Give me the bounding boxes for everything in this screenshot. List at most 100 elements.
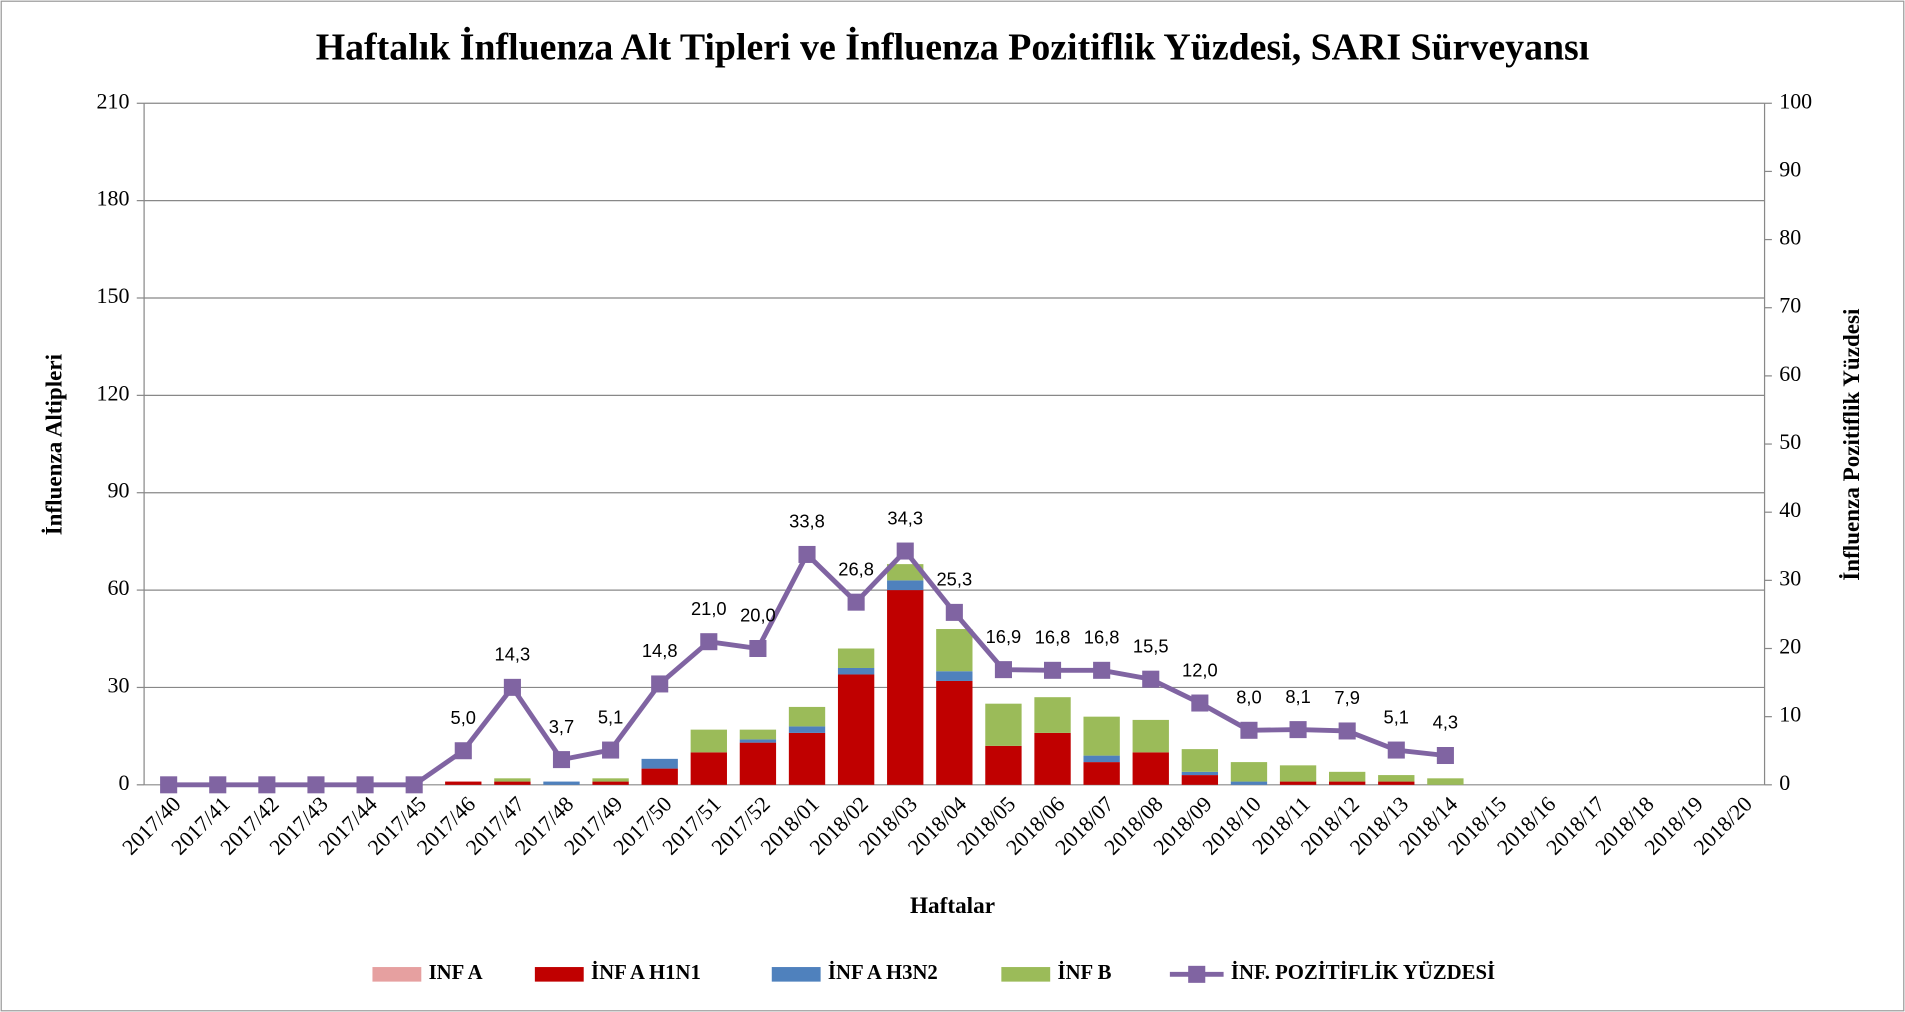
bar — [837, 667, 875, 675]
data-label: 12,0 — [1182, 659, 1218, 680]
bar — [1230, 781, 1268, 785]
marker — [405, 776, 423, 794]
y-tick-label: 0 — [118, 770, 129, 795]
data-label: 33,8 — [789, 511, 825, 532]
data-label: 7,9 — [1334, 687, 1359, 708]
data-label: 16,8 — [1084, 627, 1120, 648]
marker — [994, 661, 1012, 679]
chart-title: Haftalık İnfluenza Alt Tipleri ve İnflue… — [316, 27, 1590, 69]
data-label: 25,3 — [937, 569, 973, 590]
y2-tick-label: 30 — [1779, 565, 1801, 590]
legend-label: INF A — [429, 962, 483, 984]
bar — [1181, 749, 1219, 772]
bar — [1083, 762, 1120, 785]
marker — [847, 593, 865, 611]
marker — [1289, 721, 1307, 739]
marker — [1338, 722, 1356, 740]
marker — [1142, 670, 1160, 688]
y-tick-label: 90 — [107, 478, 129, 503]
marker — [552, 751, 571, 769]
bar — [985, 745, 1022, 785]
bar — [690, 752, 727, 785]
marker — [1191, 694, 1209, 712]
legend-swatch — [372, 967, 422, 982]
marker — [700, 633, 718, 651]
bar — [788, 706, 826, 727]
legend-label: İNF A H1N1 — [591, 960, 701, 984]
bar — [1181, 775, 1219, 785]
marker — [503, 678, 521, 696]
bar — [1378, 775, 1415, 782]
data-label: 5,1 — [598, 706, 623, 727]
bar — [592, 778, 629, 782]
bar — [1378, 781, 1415, 785]
bar — [1329, 781, 1366, 785]
data-label: 15,5 — [1133, 635, 1169, 656]
data-label: 4,3 — [1433, 712, 1458, 733]
bar — [641, 758, 678, 769]
y2-tick-label: 60 — [1779, 361, 1801, 386]
bar — [837, 674, 875, 785]
marker — [1387, 741, 1405, 759]
bar — [1181, 771, 1219, 776]
marker — [160, 776, 178, 794]
bar — [1230, 762, 1268, 782]
bar — [445, 781, 482, 785]
data-label: 3,7 — [549, 716, 574, 737]
bar — [1329, 771, 1366, 782]
bar — [1132, 719, 1169, 753]
marker — [651, 675, 669, 693]
marker — [798, 545, 816, 563]
marker — [749, 640, 767, 658]
data-label: 16,9 — [986, 626, 1022, 647]
legend-label: İNF. POZİTİFLİK YÜZDESİ — [1231, 960, 1495, 984]
data-label: 21,0 — [691, 598, 727, 619]
marker — [602, 741, 620, 759]
bar — [1034, 732, 1071, 785]
bar — [887, 580, 924, 591]
y2-tick-label: 70 — [1779, 293, 1801, 318]
y2-tick-label: 0 — [1779, 770, 1790, 795]
legend-swatch — [1001, 967, 1051, 982]
bar — [1427, 778, 1464, 785]
bar — [1034, 697, 1071, 733]
y2-tick-label: 40 — [1779, 497, 1801, 522]
marker — [1240, 721, 1258, 739]
bar — [936, 671, 973, 681]
y2-tick-label: 20 — [1779, 634, 1801, 659]
marker — [1093, 661, 1111, 679]
marker — [356, 776, 374, 794]
bar — [1083, 755, 1120, 763]
bar — [739, 729, 777, 740]
bar — [494, 778, 531, 782]
marker — [209, 776, 227, 794]
bar — [985, 703, 1022, 746]
marker — [454, 742, 472, 760]
legend-swatch — [534, 967, 584, 982]
legend-label: İNF A H3N2 — [828, 960, 938, 984]
bar — [690, 729, 727, 753]
marker — [896, 542, 914, 560]
bar — [641, 768, 678, 785]
x-axis-label: Haftalar — [910, 893, 995, 919]
marker — [945, 603, 963, 621]
bar — [1132, 752, 1169, 785]
y-tick-label: 30 — [107, 673, 129, 698]
legend-swatch — [1188, 965, 1206, 983]
bar — [936, 680, 973, 785]
bar — [543, 781, 580, 785]
legend-label: İNF B — [1058, 960, 1112, 984]
data-label: 16,8 — [1035, 627, 1071, 648]
bar — [1279, 781, 1317, 785]
data-label: 8,0 — [1236, 687, 1261, 708]
marker — [1436, 747, 1454, 765]
bar — [788, 732, 826, 785]
bar — [739, 739, 777, 743]
y-tick-label: 120 — [96, 380, 129, 405]
bar — [837, 648, 875, 668]
marker — [307, 776, 325, 794]
y2-tick-label: 100 — [1779, 88, 1812, 113]
bar — [592, 781, 629, 785]
